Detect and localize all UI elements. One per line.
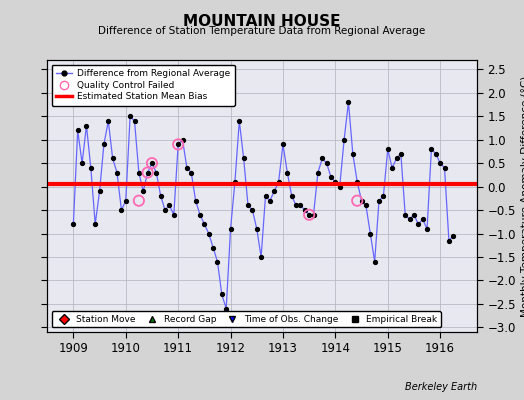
Point — [353, 198, 362, 204]
Point — [135, 198, 143, 204]
Point — [174, 141, 182, 148]
Y-axis label: Monthly Temperature Anomaly Difference (°C): Monthly Temperature Anomaly Difference (… — [521, 75, 524, 317]
Text: MOUNTAIN HOUSE: MOUNTAIN HOUSE — [183, 14, 341, 29]
Point — [144, 169, 152, 176]
Point — [305, 212, 313, 218]
Legend: Station Move, Record Gap, Time of Obs. Change, Empirical Break: Station Move, Record Gap, Time of Obs. C… — [52, 311, 441, 328]
Point — [148, 160, 156, 166]
Text: Berkeley Earth: Berkeley Earth — [405, 382, 477, 392]
Text: Difference of Station Temperature Data from Regional Average: Difference of Station Temperature Data f… — [99, 26, 425, 36]
